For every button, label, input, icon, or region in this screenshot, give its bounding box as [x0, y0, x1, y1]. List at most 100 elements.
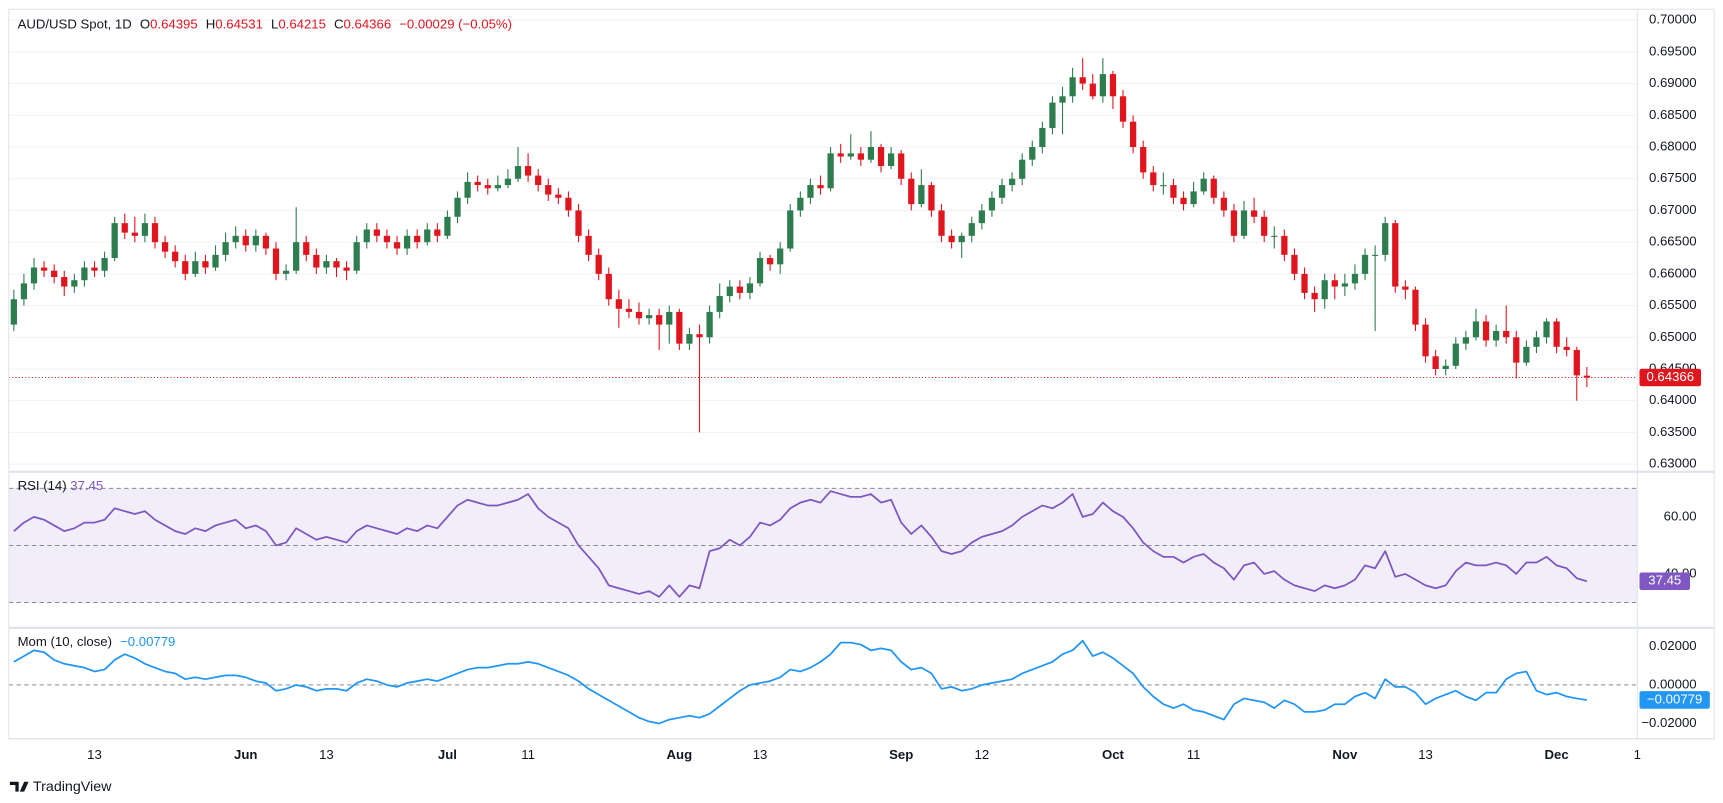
candle-body: [535, 175, 542, 186]
candle-body: [877, 147, 885, 167]
candle-body: [645, 315, 653, 319]
candle-body: [212, 254, 219, 268]
candle-body: [192, 261, 199, 274]
candle-body: [1170, 185, 1177, 198]
candle-body: [1331, 280, 1338, 287]
candle-body: [726, 286, 733, 297]
candle-body: [585, 235, 592, 255]
candle-body: [1573, 349, 1580, 376]
indicator-band: [8, 488, 1638, 603]
candle-body: [797, 197, 804, 211]
candle-body: [867, 147, 875, 160]
candle-body: [1392, 223, 1399, 287]
candle-body: [121, 223, 128, 233]
y-tick-label: 0.66000: [1649, 265, 1697, 280]
x-tick-label: 13: [1418, 747, 1433, 762]
candle-body: [282, 270, 290, 274]
candle-body: [1503, 330, 1510, 338]
candle-body: [1402, 286, 1409, 290]
candle-body: [393, 242, 401, 249]
candle-body: [625, 308, 633, 312]
candle-body: [978, 210, 985, 224]
y-tick-label: 0.70000: [1649, 12, 1697, 27]
candle-body: [1371, 254, 1379, 256]
candle-body: [141, 223, 149, 236]
candle-body: [131, 232, 138, 236]
candle-body: [1250, 210, 1258, 217]
y-tick-label: 0.67000: [1649, 202, 1697, 217]
candle-body: [242, 235, 249, 246]
candle-body: [1382, 223, 1389, 255]
candle-body: [1513, 337, 1520, 363]
candle-body: [1321, 280, 1328, 300]
candle-body: [1008, 178, 1016, 186]
candle-body: [968, 223, 975, 236]
candle-body: [1140, 147, 1147, 173]
candle-body: [1422, 324, 1429, 357]
indicator-badge-label: 37.45: [1648, 573, 1681, 588]
candle-body: [988, 197, 996, 211]
candle-body: [958, 235, 965, 243]
y-tick-label: 0.64000: [1649, 392, 1697, 407]
candle-body: [383, 235, 391, 243]
candle-body: [595, 254, 602, 274]
candle-body: [847, 153, 854, 157]
candle-body: [172, 251, 179, 262]
candle-body: [1220, 197, 1227, 211]
candle-body: [1089, 83, 1096, 97]
candle-body: [908, 178, 915, 205]
candle-body: [1361, 254, 1369, 274]
candle-body: [1180, 197, 1187, 205]
indicator-line: [13, 639, 1588, 725]
candle-body: [807, 185, 814, 198]
candle-body: [615, 299, 622, 309]
candle-body: [1240, 210, 1248, 236]
candle-body: [635, 311, 643, 319]
low-value: 0.64215: [278, 17, 326, 32]
candle-body: [20, 283, 28, 300]
candle-body: [817, 185, 824, 189]
candle-body: [232, 235, 239, 243]
x-tick-label: 11: [521, 747, 535, 762]
candle-body: [252, 235, 259, 246]
candle-body: [1069, 77, 1076, 97]
indicator-bands: [8, 487, 1638, 686]
candle-body: [706, 311, 713, 338]
candle-body: [403, 235, 411, 249]
ohlc-label: H: [206, 17, 216, 32]
candle-body: [101, 258, 108, 271]
grid: [8, 19, 1638, 465]
candle-body: [464, 181, 471, 198]
candle-body: [766, 258, 774, 265]
candle-body: [202, 261, 209, 268]
axes: 13 Jun 13 Jul 11 Aug 13 Sep 12 Oct 11 Nov 13 Dec 1 0.63…: [87, 12, 1710, 762]
candle-body: [716, 296, 723, 312]
candle-body: [333, 261, 340, 268]
candle-body: [1129, 121, 1137, 148]
candle-body: [353, 242, 360, 271]
candle-body: [1059, 96, 1066, 103]
candle-body: [787, 210, 794, 249]
candle-body: [1039, 127, 1046, 148]
candle-body: [91, 267, 98, 271]
candle-body: [524, 166, 532, 176]
indicator-badge: [1639, 572, 1691, 591]
y-tick-label: 0.65500: [1649, 297, 1697, 312]
y-tick-label: 0.63000: [1649, 456, 1697, 471]
y-tick-label: 0.65000: [1649, 329, 1697, 344]
logo-mark: [9, 781, 29, 792]
candle-body: [424, 229, 431, 243]
candle-body: [676, 311, 683, 344]
candle-body: [71, 280, 78, 287]
indicator-value: −0.00779: [120, 635, 175, 650]
candle-body: [1019, 159, 1026, 179]
candle-body: [887, 153, 895, 167]
y-tick-label: 0.66500: [1649, 234, 1697, 249]
x-tick-label: 13: [319, 747, 334, 762]
candle-body: [1412, 289, 1419, 325]
candle-body: [272, 248, 280, 274]
candle-body: [81, 267, 88, 281]
candle-body: [928, 185, 935, 211]
open-value: 0.64395: [150, 17, 198, 32]
candle-body: [1442, 365, 1449, 369]
